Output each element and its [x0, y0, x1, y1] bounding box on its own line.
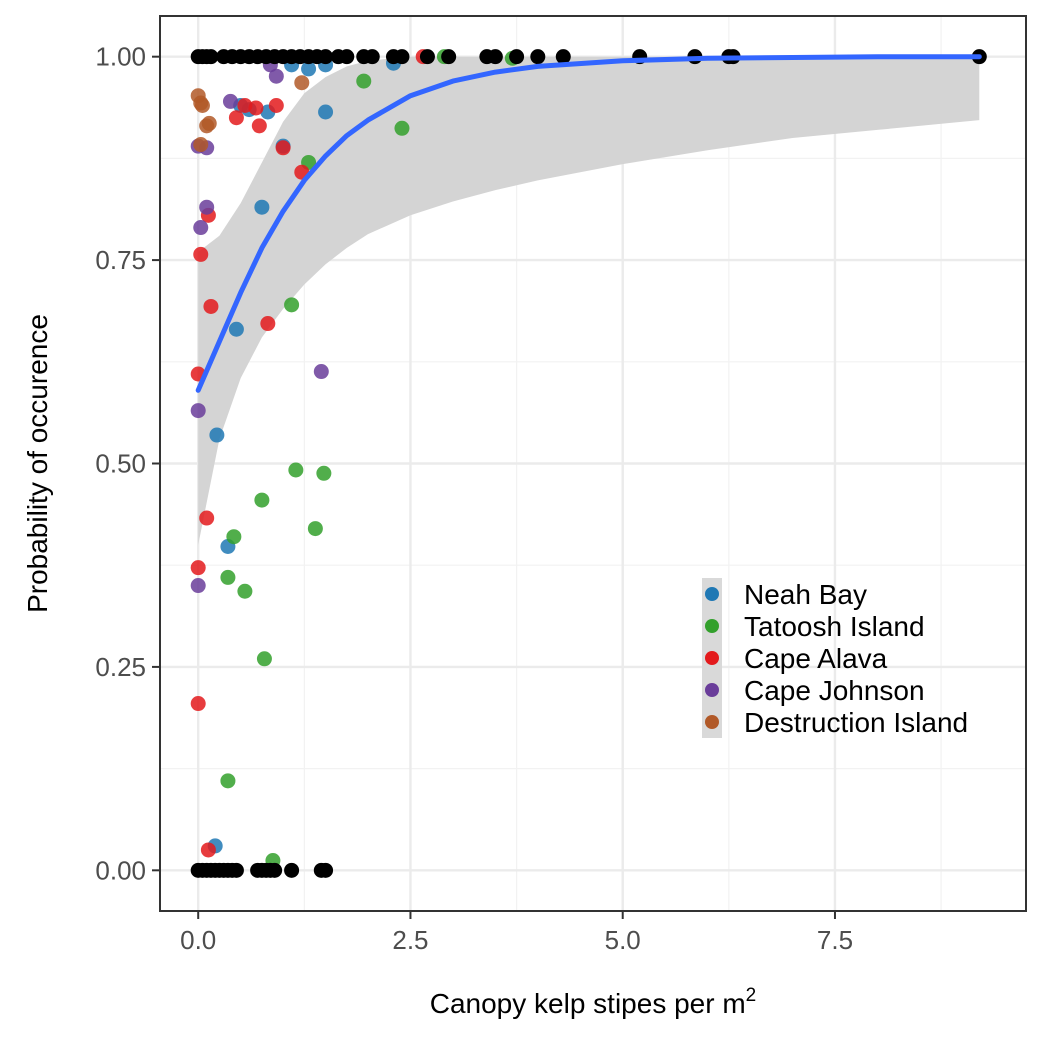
observed-point: [555, 49, 571, 65]
x-axis-title-text: Canopy kelp stipes per m: [430, 988, 746, 1019]
legend-label: Neah Bay: [744, 579, 867, 610]
data-point: [394, 120, 410, 136]
data-point: [194, 98, 210, 113]
observed-point: [318, 49, 334, 65]
data-point: [313, 364, 329, 380]
data-point: [260, 316, 276, 332]
x-tick-label: 0.0: [180, 925, 216, 955]
legend-key: [705, 651, 719, 665]
data-point: [190, 578, 206, 594]
observed-point: [487, 49, 503, 65]
observed-point: [203, 49, 219, 65]
legend-key: [705, 715, 719, 729]
legend-label: Cape Alava: [744, 643, 888, 674]
data-point: [316, 465, 332, 481]
observed-point: [284, 862, 300, 878]
data-point: [190, 696, 206, 712]
data-point: [294, 75, 310, 91]
data-point: [356, 73, 372, 89]
x-axis-title-superscript: 2: [746, 985, 757, 1006]
axis-ticks: 0.0 2.5 5.0 7.5 0.00 0.25 0.50 0.75 1.00: [95, 42, 853, 955]
data-point: [288, 462, 304, 478]
data-point: [200, 842, 216, 858]
observed-point: [339, 49, 355, 65]
x-axis-title: Canopy kelp stipes per m2: [430, 985, 757, 1019]
observed-point: [267, 862, 283, 878]
observed-point: [394, 49, 410, 65]
data-point: [199, 199, 215, 215]
observed-point: [509, 49, 525, 65]
series-destruction-island: [190, 75, 310, 153]
y-tick-label: 1.00: [95, 42, 146, 72]
y-tick-label: 0.00: [95, 855, 146, 885]
data-point: [193, 137, 209, 153]
data-point: [268, 98, 284, 113]
observed-point: [441, 49, 457, 65]
data-point: [228, 110, 244, 126]
data-point: [251, 118, 267, 134]
legend-key: [705, 683, 719, 697]
legend-label: Destruction Island: [744, 707, 968, 738]
legend-key: [705, 587, 719, 601]
data-point: [190, 403, 206, 419]
data-point: [256, 651, 272, 667]
x-tick-label: 7.5: [817, 925, 853, 955]
data-point: [237, 583, 253, 599]
observed-point: [419, 49, 435, 65]
y-axis-title: Probability of occurence: [22, 314, 53, 613]
observed-point: [364, 49, 380, 65]
y-tick-label: 0.25: [95, 652, 146, 682]
data-point: [193, 220, 209, 236]
observed-point: [228, 862, 244, 878]
data-point: [248, 100, 264, 116]
observed-point: [318, 862, 334, 878]
data-point: [275, 140, 291, 156]
data-point: [254, 492, 270, 508]
data-point: [209, 427, 225, 443]
observed-points: [190, 49, 987, 878]
data-point: [226, 529, 242, 545]
data-point: [203, 298, 219, 314]
data-point: [284, 297, 300, 313]
data-point: [220, 773, 236, 789]
data-point: [199, 510, 215, 526]
legend-key: [705, 619, 719, 633]
data-point: [190, 560, 206, 576]
data-point: [268, 68, 284, 84]
data-point: [307, 521, 323, 537]
y-tick-label: 0.75: [95, 245, 146, 275]
data-point: [318, 104, 334, 120]
observed-point: [530, 49, 546, 65]
legend-label: Cape Johnson: [744, 675, 925, 706]
confidence-band: [198, 56, 980, 545]
x-tick-label: 2.5: [392, 925, 428, 955]
series-cape-alava: [190, 49, 431, 858]
fit-line: [195, 54, 982, 393]
x-tick-label: 5.0: [605, 925, 641, 955]
data-point: [193, 246, 209, 262]
legend-label: Tatoosh Island: [744, 611, 925, 642]
y-tick-label: 0.50: [95, 449, 146, 479]
data-point: [228, 321, 244, 337]
data-point: [254, 199, 270, 215]
plot-panel: [160, 16, 1026, 911]
data-point: [201, 115, 217, 131]
data-point: [301, 61, 317, 77]
data-point: [222, 93, 238, 109]
data-point: [220, 569, 236, 585]
